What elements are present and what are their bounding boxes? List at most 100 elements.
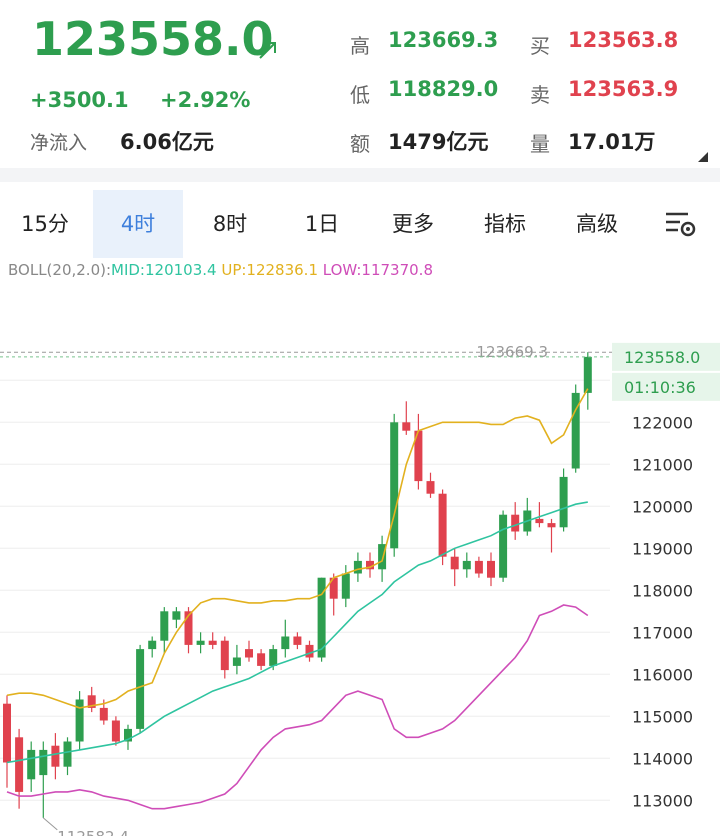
stat-label: 买 [530,34,550,58]
chart: 113000 114000 115000 116000 117000 118000 1190… [0,342,720,836]
y-tick-label: 115000 [632,707,693,726]
y-tick-label: 121000 [632,455,693,474]
stat-value: 123563.9 [568,77,679,101]
y-tick-label: 117000 [632,623,693,642]
candle-body [245,649,253,658]
y-tick-label: 119000 [632,539,693,558]
candle-body [571,392,580,469]
boll-line [6,501,588,764]
candle-body [111,720,120,742]
stat-label: 额 [350,132,370,156]
inflow-label: 净流入 [30,132,88,154]
y-tick-label: 122000 [632,413,693,432]
tab[interactable]: 指标 [484,212,526,236]
expand-corner [698,152,708,162]
candle-body [293,636,302,645]
y-tick-label: 113000 [632,791,693,810]
stat-label: 卖 [530,83,550,107]
high-marker-label: 123669.3 [476,343,548,361]
candle-body [281,636,290,650]
inflow: 6.06亿元 [120,130,214,154]
stat-label: 高 [350,34,370,58]
candle-body [3,703,11,763]
separator [0,168,720,182]
last-price-label: 123558.0 [624,348,700,367]
countdown-box [612,372,720,401]
change-pct: +2.92% [160,88,251,112]
low: LOW:117370.8 [322,261,433,279]
tab[interactable]: 8时 [212,212,248,236]
candle-body [124,728,132,742]
candle-body [63,741,72,767]
stat-label: 低 [350,83,370,107]
candle-body [305,644,314,658]
tab[interactable]: 高级 [576,212,618,236]
candle-body [366,560,374,570]
candle-body [414,430,423,482]
candle-body [390,422,399,549]
y-tick-label: 120000 [632,497,693,516]
countdown-label: 01:10:36 [624,378,696,397]
y-tick-label: 116000 [632,665,693,684]
candle-body [257,653,266,666]
candle-body [583,356,592,393]
candle-body [511,514,520,532]
candle-body [329,577,338,599]
candle-body [87,695,96,708]
candle-body [378,544,387,570]
candle-body [402,422,411,431]
up: UP:122836.1 [221,261,318,279]
stat-value: 118829.0 [388,77,499,101]
tab[interactable]: 更多 [392,212,434,236]
candle-body [27,749,36,780]
indicator-legend: BOLL(20,2.0):MID:120103.4 UP:122836.1 LO… [8,261,433,279]
change: +3500.1 [30,88,129,112]
candle-body [535,518,544,524]
candle-body [208,640,217,645]
up-arrow-icon [259,42,276,59]
tab[interactable]: 1日 [304,212,340,236]
candle-body [547,523,556,528]
last-price-box [612,342,720,371]
candle-body [39,749,48,776]
candle-body [15,737,24,792]
tab[interactable]: 4时 [93,190,183,258]
candle-body [75,699,84,742]
candle-body [341,573,350,599]
stat-value: 1479亿元 [388,130,489,154]
stat-value: 17.01万 [568,130,656,154]
candle-body [474,560,483,574]
indicator-name: BOLL(20,2.0): [8,261,112,279]
boll-line [6,388,589,709]
boll-line [6,604,589,810]
candle-body [99,707,108,721]
y-tick-label: 118000 [632,581,693,600]
candle-body [160,611,169,641]
stat-value: 123563.8 [568,28,679,52]
candle-body [220,640,229,671]
tab[interactable]: 15分 [21,212,69,236]
stat-value: 123669.3 [388,28,499,52]
candle-body [559,476,568,528]
candle-body [136,649,145,729]
settings-icon[interactable] [664,210,700,240]
low-marker-label: 112582.4 [57,828,129,836]
candle-body [317,577,326,658]
stat-label: 量 [530,132,550,156]
candle-body [462,560,471,570]
candle-body [51,745,60,767]
low-marker-line [42,817,58,831]
candle-body [148,640,157,650]
candle-body [172,611,181,620]
mid: MID:120103.4 [111,261,217,279]
candle-body [499,514,508,578]
candle-body [450,556,459,570]
y-tick-label: 114000 [632,749,693,768]
candle-body [426,481,435,494]
candle-body [269,649,278,666]
candle-body [184,611,193,645]
candle-body [232,657,241,666]
candle-body [487,560,495,578]
candle-body [353,560,362,574]
